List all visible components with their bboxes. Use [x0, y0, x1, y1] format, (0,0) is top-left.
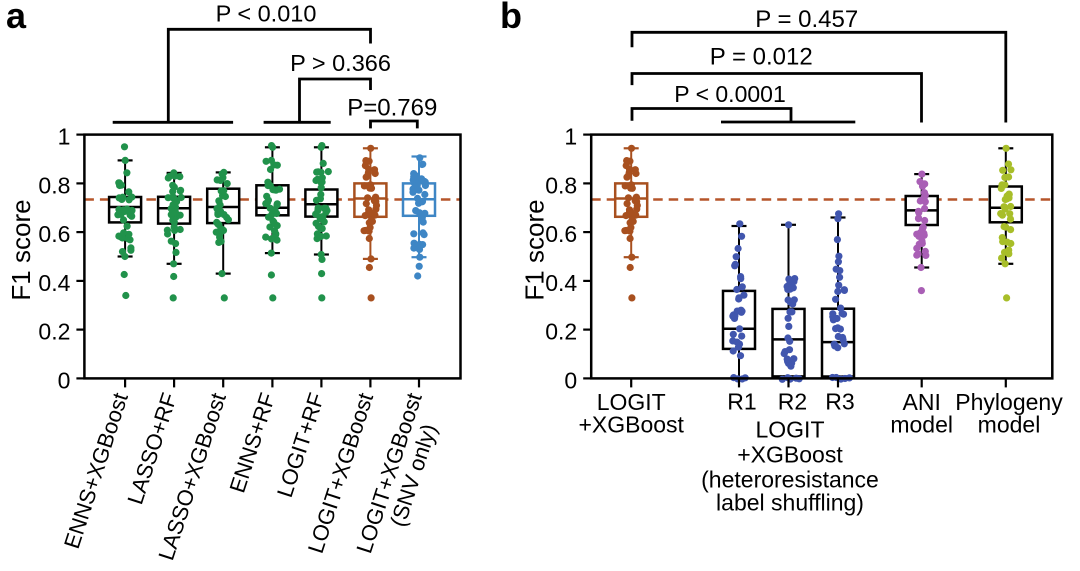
svg-text:P = 0.012: P = 0.012: [710, 44, 813, 71]
svg-text:0.2: 0.2: [38, 319, 70, 345]
svg-text:0.8: 0.8: [38, 172, 70, 198]
svg-text:P < 0.010: P < 0.010: [216, 1, 317, 27]
svg-text:P = 0.457: P = 0.457: [755, 6, 858, 33]
svg-text:0.6: 0.6: [545, 221, 577, 247]
svg-text:LOGIT: LOGIT: [755, 417, 824, 443]
svg-text:LOGIT: LOGIT: [597, 389, 666, 415]
svg-text:b: b: [500, 0, 522, 36]
svg-text:+XGBoost: +XGBoost: [737, 442, 843, 468]
svg-text:ANI: ANI: [903, 389, 941, 415]
svg-text:a: a: [6, 0, 27, 36]
svg-text:0.6: 0.6: [38, 221, 70, 247]
svg-text:0.4: 0.4: [38, 270, 70, 296]
svg-text:P < 0.0001: P < 0.0001: [674, 81, 786, 107]
svg-text:model: model: [978, 412, 1041, 438]
svg-text:0.4: 0.4: [545, 270, 577, 296]
svg-text:label shuffling): label shuffling): [716, 490, 864, 516]
svg-text:P > 0.366: P > 0.366: [290, 50, 391, 76]
svg-text:model: model: [890, 412, 953, 438]
svg-text:F1 score: F1 score: [6, 199, 36, 300]
svg-text:1: 1: [564, 124, 577, 150]
svg-text:0.8: 0.8: [545, 172, 577, 198]
svg-text:0.2: 0.2: [545, 319, 577, 345]
svg-text:+XGBoost: +XGBoost: [578, 412, 684, 438]
svg-text:1: 1: [58, 124, 71, 150]
svg-text:0: 0: [564, 367, 577, 393]
svg-text:R1: R1: [727, 389, 756, 415]
svg-text:Phylogeny: Phylogeny: [955, 389, 1063, 415]
svg-text:R2: R2: [778, 389, 807, 415]
svg-text:0: 0: [58, 367, 71, 393]
svg-text:P=0.769: P=0.769: [347, 95, 437, 122]
svg-text:F1 score: F1 score: [520, 199, 550, 300]
svg-text:R3: R3: [825, 389, 854, 415]
svg-text:(heteroresistance: (heteroresistance: [701, 467, 879, 493]
